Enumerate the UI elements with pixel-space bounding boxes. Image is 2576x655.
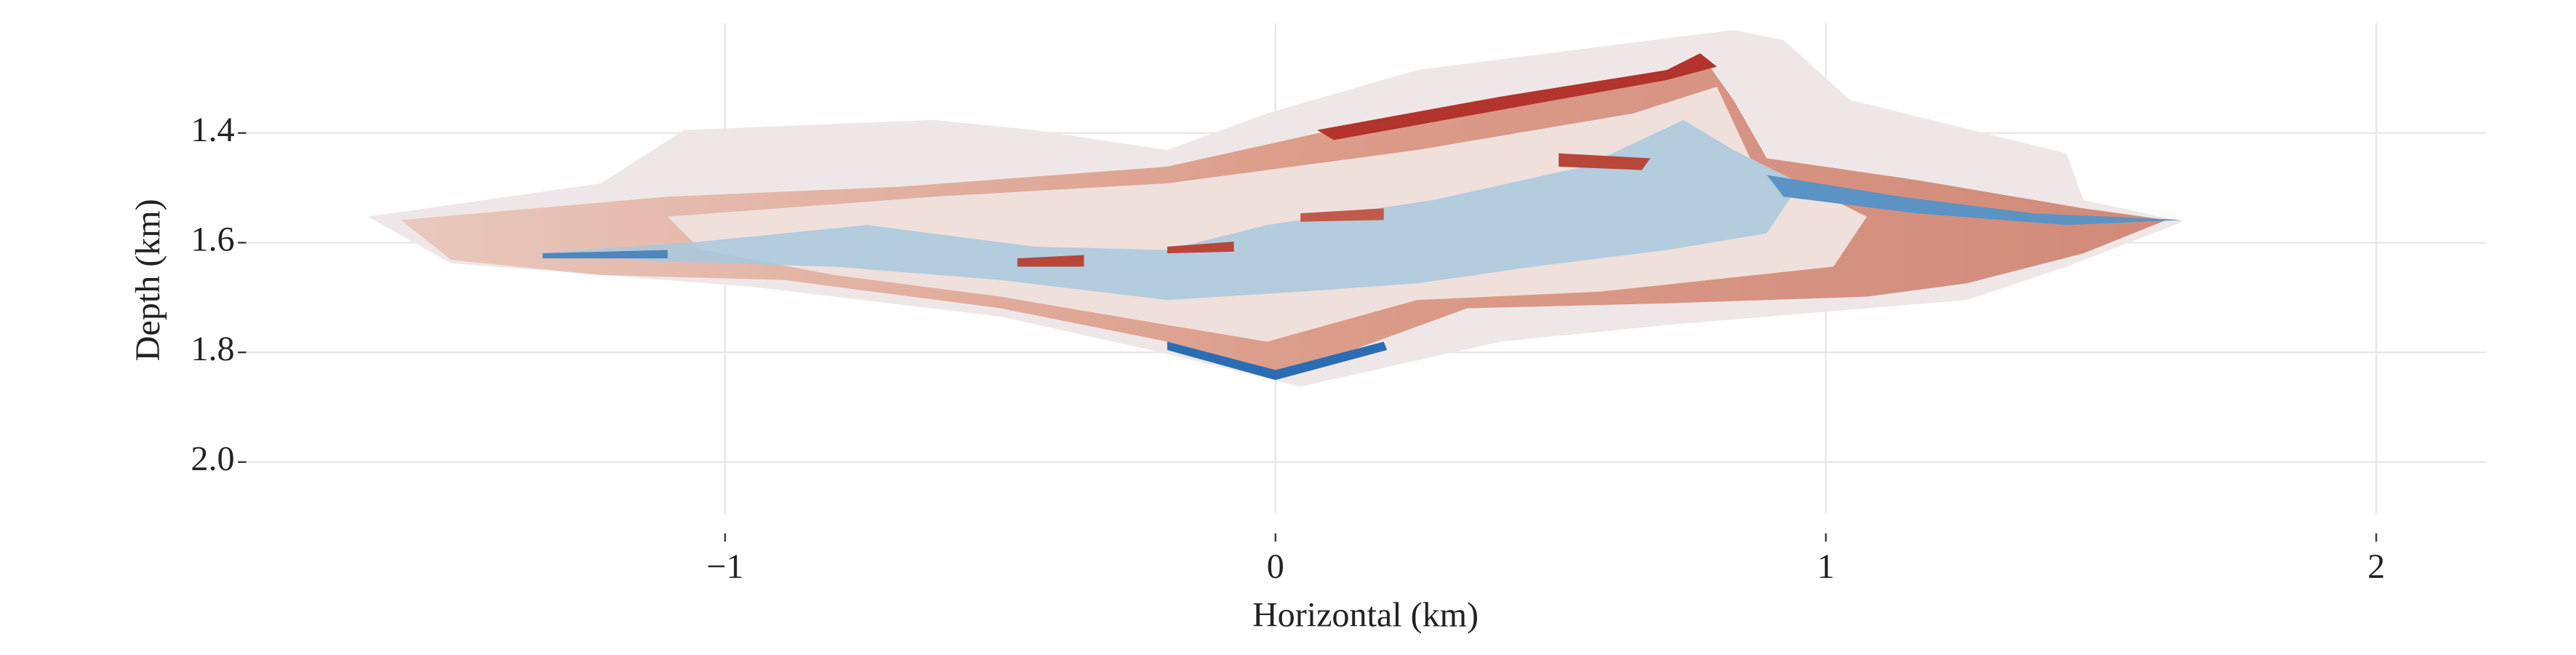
y-axis-label: Depth (km) bbox=[129, 199, 167, 361]
blue-region bbox=[534, 119, 1801, 301]
red-lens-1 bbox=[1017, 255, 1084, 267]
red-lens-3 bbox=[1300, 208, 1384, 222]
red-lens-2 bbox=[1167, 242, 1234, 254]
y-tick-label: 2.0 bbox=[191, 440, 234, 478]
pale-core bbox=[667, 87, 1867, 342]
x-tick-label: 2 bbox=[2367, 547, 2385, 586]
dark-red-top bbox=[1317, 53, 1717, 140]
y-tick-label: 1.6 bbox=[191, 220, 234, 258]
x-tick-label: 0 bbox=[1267, 547, 1284, 586]
blue-streak bbox=[543, 250, 668, 258]
blue-bottom bbox=[1167, 341, 1388, 381]
seismic-image bbox=[367, 30, 2183, 387]
y-tick-label: 1.4 bbox=[191, 111, 234, 149]
blue-right bbox=[1767, 175, 2183, 226]
x-tick-label: 1 bbox=[1817, 547, 1835, 586]
y-tick-label: 1.8 bbox=[191, 330, 234, 368]
x-tick-label: −1 bbox=[706, 547, 743, 586]
axis-layer: −1 0 1 2 1.4 1.6 1.8 2.0 bbox=[191, 111, 2385, 586]
red-lens-4 bbox=[1559, 153, 1651, 170]
x-axis-label: Horizontal (km) bbox=[1252, 596, 1479, 635]
